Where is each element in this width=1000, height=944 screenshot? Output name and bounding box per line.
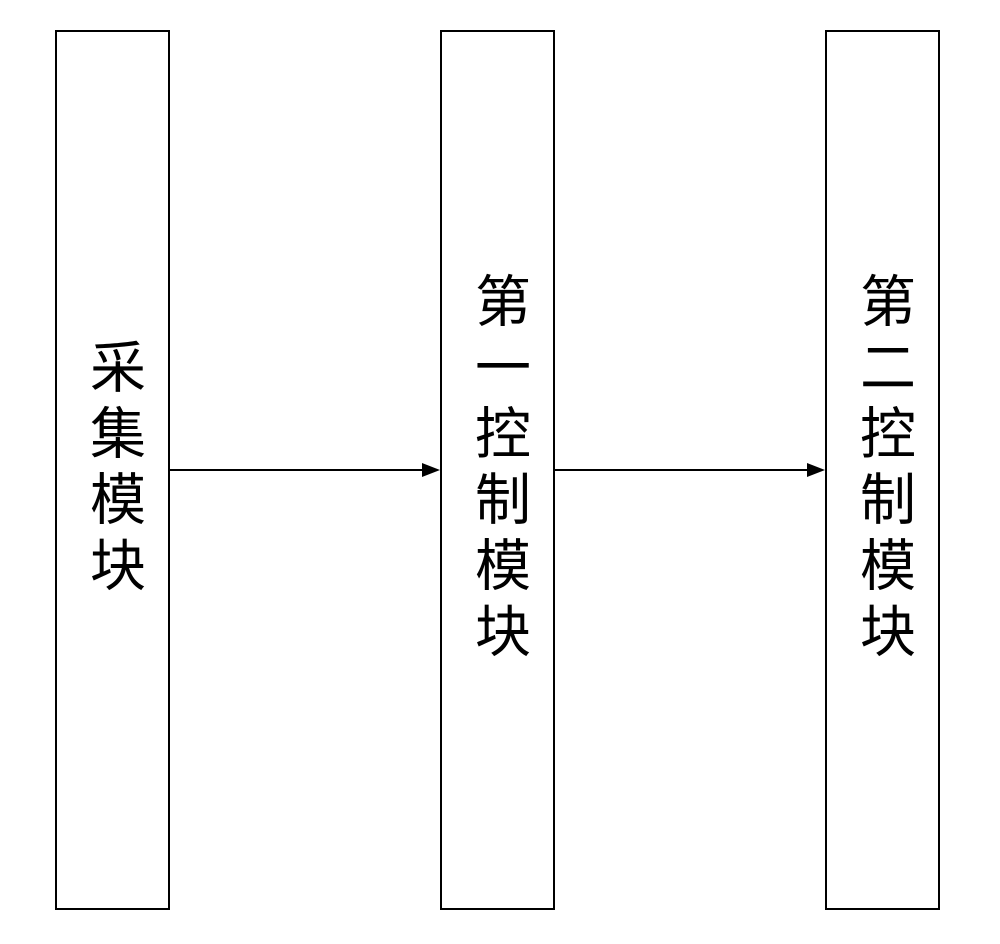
module-box-control-1: 第一控制模块 xyxy=(440,30,555,910)
module-label: 第二控制模块 xyxy=(855,272,911,668)
module-label: 第一控制模块 xyxy=(470,272,526,668)
flowchart-diagram: 采集模块 第一控制模块 第二控制模块 xyxy=(0,0,1000,944)
module-label: 采集模块 xyxy=(85,338,141,602)
module-box-collection: 采集模块 xyxy=(55,30,170,910)
module-box-control-2: 第二控制模块 xyxy=(825,30,940,910)
arrow-edge-1 xyxy=(170,455,440,485)
arrow-edge-2 xyxy=(555,455,825,485)
